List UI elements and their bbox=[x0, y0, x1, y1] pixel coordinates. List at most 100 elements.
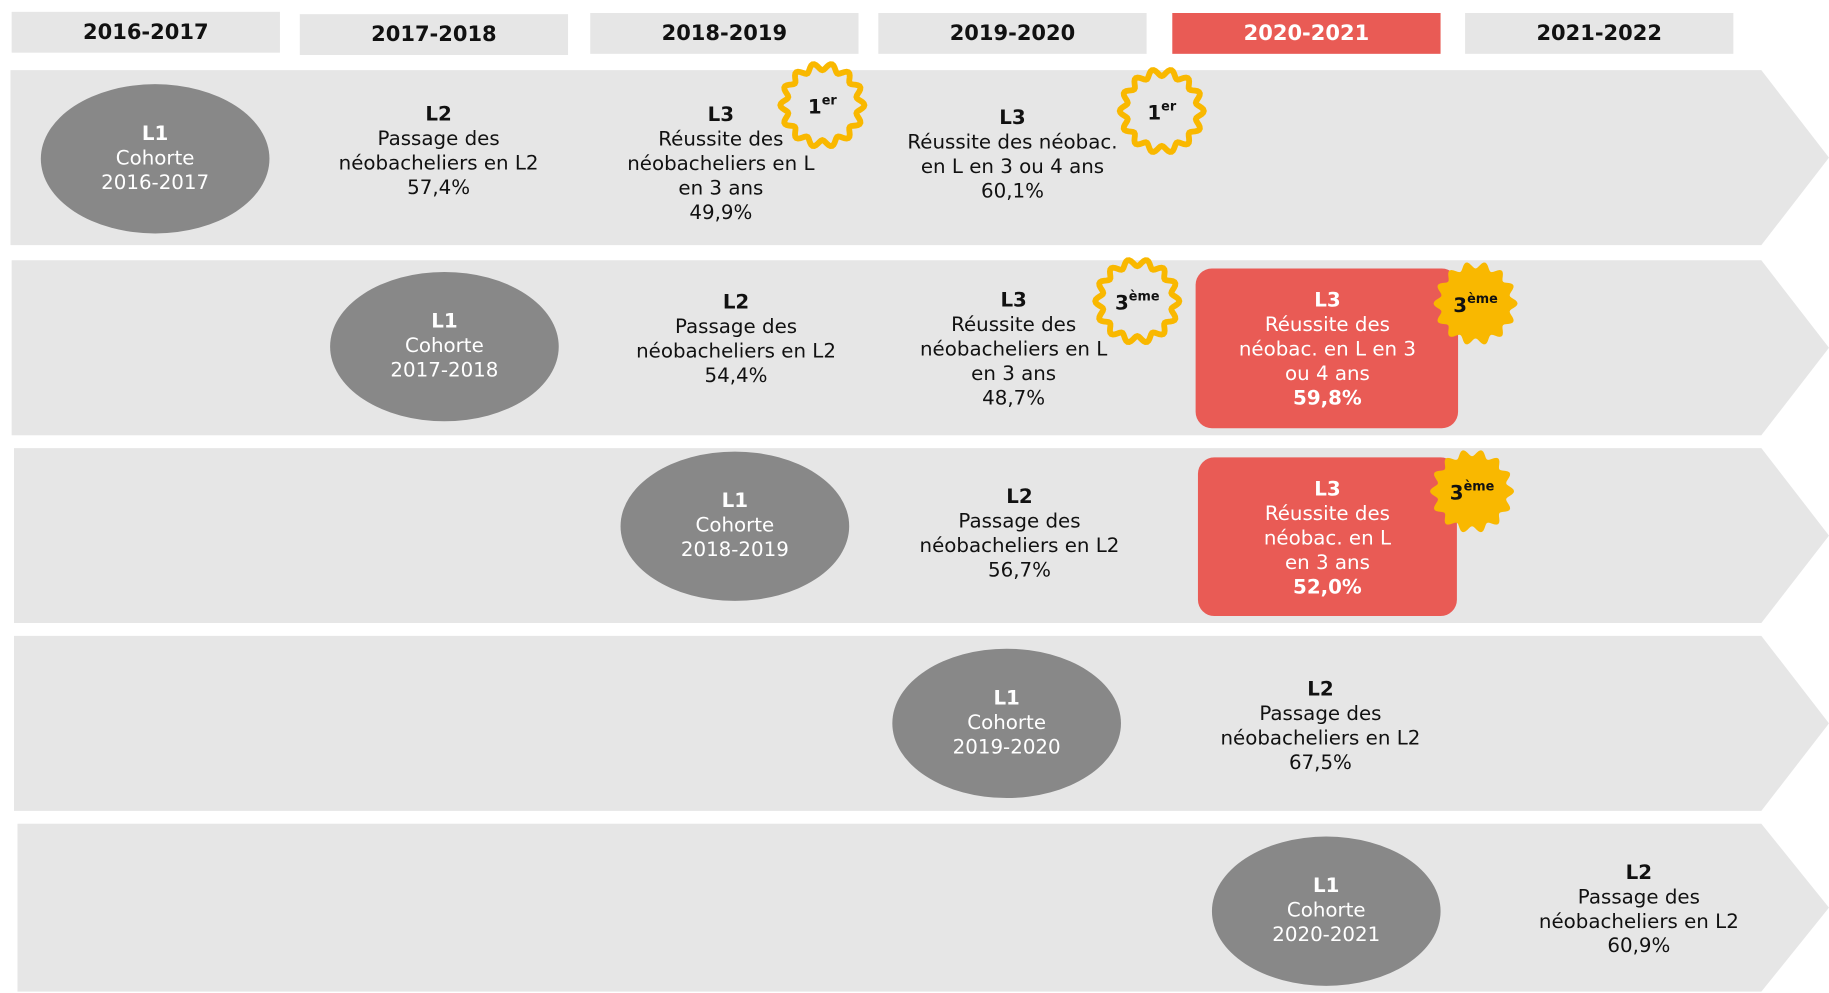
item-line: Passage des bbox=[1259, 702, 1381, 725]
item-line: Cohorte bbox=[1287, 899, 1366, 922]
item-line: Cohorte bbox=[405, 334, 484, 357]
item-title: L1 bbox=[431, 310, 457, 333]
row-arrow bbox=[10, 70, 1829, 246]
rank-badge: 3ème bbox=[1430, 450, 1515, 533]
item-line: 59,8% bbox=[1293, 387, 1362, 410]
item-title: L3 bbox=[1314, 289, 1340, 312]
item-line: néobacheliers en L bbox=[920, 338, 1107, 361]
year-header bbox=[1465, 13, 1734, 54]
item-line: 67,5% bbox=[1289, 751, 1352, 774]
item-title: L1 bbox=[1313, 874, 1339, 897]
item-title: L2 bbox=[1626, 861, 1652, 884]
badge-number: 3 bbox=[1450, 481, 1464, 504]
year-header bbox=[299, 14, 569, 55]
year-label: 2019-2020 bbox=[950, 21, 1076, 45]
item-line: Réussite des néobac. bbox=[907, 131, 1117, 154]
item-line: néobacheliers en L2 bbox=[1220, 727, 1420, 750]
item-line: 56,7% bbox=[988, 559, 1051, 582]
badge-shape bbox=[1092, 257, 1183, 346]
item-title: L3 bbox=[999, 106, 1025, 129]
item-title: L2 bbox=[723, 290, 749, 313]
item-line: Réussite des bbox=[951, 313, 1076, 336]
item-line: 2020-2021 bbox=[1272, 923, 1380, 946]
item-title: L3 bbox=[1314, 478, 1340, 501]
item-line: néobacheliers en L2 bbox=[636, 339, 836, 362]
cohort-ellipse bbox=[40, 84, 270, 234]
badge-suffix: er bbox=[822, 93, 838, 108]
item-line: néobacheliers en L2 bbox=[339, 152, 539, 175]
item-line: Passage des bbox=[675, 315, 797, 338]
item-line: en 3 ans bbox=[678, 177, 763, 200]
rank-badge: 1er bbox=[1116, 67, 1207, 155]
cohort-ellipse bbox=[892, 648, 1121, 799]
item-line: ou 4 ans bbox=[1285, 362, 1370, 385]
year-label: 2018-2019 bbox=[662, 21, 788, 45]
item-title: L3 bbox=[1000, 289, 1026, 312]
year-header bbox=[878, 13, 1147, 54]
item-line: 2017-2018 bbox=[390, 359, 498, 382]
item-line: Passage des bbox=[958, 510, 1080, 533]
item-line: néobac. en L bbox=[1264, 527, 1391, 550]
year-label: 2020-2021 bbox=[1244, 21, 1370, 45]
item-line: en 3 ans bbox=[971, 362, 1056, 385]
year-label: 2021-2022 bbox=[1536, 21, 1662, 45]
item-line: 60,9% bbox=[1607, 934, 1670, 957]
item-line: en L en 3 ou 4 ans bbox=[921, 155, 1104, 178]
item-line: 2016-2017 bbox=[101, 171, 209, 194]
row-arrow bbox=[17, 823, 1829, 992]
badge-shape bbox=[777, 61, 868, 150]
item-line: néobac. en L en 3 bbox=[1239, 338, 1416, 361]
item-line: Cohorte bbox=[967, 711, 1046, 734]
item-line: néobacheliers en L2 bbox=[920, 534, 1120, 557]
item-line: 48,7% bbox=[982, 387, 1045, 410]
item-title: L2 bbox=[1307, 678, 1333, 701]
badge-text: 3ème bbox=[1450, 479, 1495, 504]
item-line: Passage des bbox=[378, 127, 500, 150]
item-line: 54,4% bbox=[705, 364, 768, 387]
rank-badge: 3ème bbox=[1433, 262, 1518, 345]
badge-shape bbox=[1430, 450, 1515, 533]
badge-number: 1 bbox=[808, 95, 822, 118]
item-line: Réussite des bbox=[658, 128, 783, 151]
badge-number: 3 bbox=[1115, 291, 1129, 314]
year-header bbox=[590, 13, 859, 54]
badge-suffix: er bbox=[1161, 99, 1177, 114]
badge-number: 3 bbox=[1453, 293, 1467, 316]
year-label: 2017-2018 bbox=[371, 22, 497, 46]
item-line: Réussite des bbox=[1265, 502, 1390, 525]
cohort-ellipse bbox=[1211, 836, 1441, 986]
badge-text: 1er bbox=[808, 93, 837, 118]
item-title: L2 bbox=[1006, 485, 1032, 508]
rank-badge: 1er bbox=[777, 61, 868, 150]
item-line: 57,4% bbox=[407, 176, 470, 199]
item-line: 2018-2019 bbox=[681, 538, 789, 561]
item-line: 60,1% bbox=[981, 180, 1044, 203]
item-title: L1 bbox=[142, 122, 168, 145]
badge-number: 1 bbox=[1147, 101, 1161, 124]
item-line: néobacheliers en L2 bbox=[1539, 910, 1739, 933]
item-title: L2 bbox=[425, 103, 451, 126]
item-line: en 3 ans bbox=[1285, 551, 1370, 574]
item-line: Cohorte bbox=[116, 146, 195, 169]
rank-badge: 3ème bbox=[1092, 257, 1183, 346]
badge-shape bbox=[1433, 262, 1518, 345]
item-line: 52,0% bbox=[1293, 576, 1362, 599]
item-line: Réussite des bbox=[1265, 313, 1390, 336]
item-line: Cohorte bbox=[695, 514, 774, 537]
item-line: 49,9% bbox=[689, 201, 752, 224]
item-title: L3 bbox=[708, 103, 734, 126]
item-line: néobacheliers en L bbox=[627, 152, 814, 175]
badge-text: 3ème bbox=[1115, 289, 1160, 314]
badge-suffix: ème bbox=[1464, 479, 1495, 494]
item-title: L1 bbox=[993, 686, 1019, 709]
cohort-ellipse bbox=[620, 451, 850, 601]
year-header bbox=[1172, 13, 1441, 54]
result-box bbox=[1197, 457, 1457, 617]
badge-text: 1er bbox=[1147, 99, 1176, 124]
item-line: 2019-2020 bbox=[953, 735, 1061, 758]
year-label: 2016-2017 bbox=[83, 20, 209, 44]
item-title: L1 bbox=[722, 489, 748, 512]
cohort-ellipse bbox=[330, 271, 559, 422]
